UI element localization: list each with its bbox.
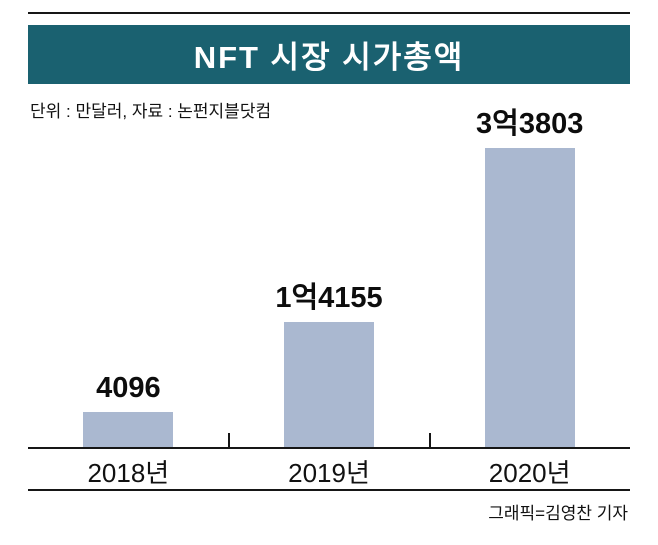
- axis-tick-2: [429, 433, 431, 449]
- bar-value-label-2019: 1억4155: [275, 282, 383, 315]
- bar-group-2020: 3억3803: [429, 108, 630, 448]
- chart-title: NFT 시장 시가총액: [193, 40, 465, 75]
- bar-2018: [83, 412, 174, 448]
- x-axis-label-2018: 2018년: [87, 458, 170, 488]
- bar-value-label-2018: 4096: [96, 372, 161, 405]
- credit-text: 그래픽=김영찬 기자: [488, 504, 628, 523]
- bar-2019: [284, 322, 374, 448]
- bar-chart: 4096 1억4155 3억3803: [28, 106, 630, 448]
- x-axis-line: [28, 447, 630, 449]
- bottom-divider: [28, 489, 630, 491]
- x-axis-labels: 2018년 2019년 2020년: [28, 453, 630, 490]
- bar-2020: [484, 148, 575, 448]
- bar-group-2019: 1억4155: [229, 282, 430, 448]
- top-divider: [28, 12, 630, 14]
- chart-title-bar: NFT 시장 시가총액: [28, 25, 630, 84]
- unit-source-label: 단위 : 만달러, 자료 : 논펀지블닷컴: [30, 102, 272, 121]
- x-axis-label-2019: 2019년: [288, 458, 370, 488]
- x-axis-label-2020: 2020년: [488, 458, 571, 488]
- bar-group-2018: 4096: [28, 372, 229, 448]
- axis-tick-1: [228, 433, 230, 449]
- bar-value-label-2020: 3억3803: [476, 108, 584, 141]
